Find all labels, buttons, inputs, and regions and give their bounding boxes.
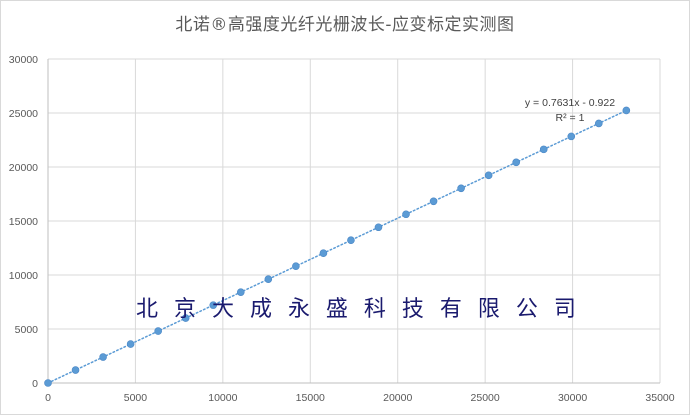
watermark-char: 永: [287, 297, 310, 322]
x-tick-label: 5000: [124, 392, 148, 404]
x-tick-label: 15000: [296, 392, 325, 404]
data-point: [374, 223, 383, 232]
data-point: [567, 132, 576, 141]
y-tick-label: 30000: [9, 54, 38, 66]
watermark-char: 公: [515, 297, 538, 322]
data-point: [594, 119, 603, 128]
data-point: [264, 275, 273, 283]
data-point: [209, 301, 218, 309]
watermark-char: 成: [249, 297, 272, 322]
watermark-char: 有: [439, 297, 462, 322]
watermark-char: 技: [401, 297, 424, 322]
data-point: [457, 184, 465, 193]
trendline: [47, 109, 628, 384]
data-point: [622, 106, 631, 115]
data-point: [347, 236, 355, 245]
x-tick-label: 20000: [383, 392, 412, 404]
watermark-char: 京: [173, 297, 196, 322]
data-point: [484, 171, 493, 180]
watermark-char: 科: [363, 297, 386, 322]
data-point: [154, 327, 162, 335]
x-tick-label: 30000: [558, 392, 587, 404]
y-tick-label: 15000: [9, 216, 38, 228]
y-tick-label: 0: [32, 378, 38, 390]
x-tick-label: 10000: [208, 392, 237, 404]
trendline-equation: y = 0.7631x - 0.922: [525, 97, 615, 109]
watermark-char: 北: [136, 297, 159, 322]
y-tick-label: 20000: [9, 162, 38, 174]
data-point: [512, 158, 520, 167]
x-tick-label: 35000: [645, 392, 674, 404]
x-tick-label: 25000: [471, 392, 500, 404]
y-tick-label: 10000: [9, 270, 38, 282]
chart-title: 北诺®高强度光纤光栅波长-应变标定实测图: [175, 15, 515, 35]
data-point: [181, 314, 190, 322]
y-tick-label: 25000: [9, 108, 38, 120]
x-tick-label: 0: [45, 392, 51, 404]
company-watermark: 北京大成永盛科技有限公司: [136, 291, 576, 323]
data-point: [99, 353, 107, 361]
y-tick-label: 5000: [15, 324, 39, 336]
data-point: [71, 366, 80, 374]
data-point: [292, 262, 300, 270]
data-point: [236, 288, 245, 296]
data-point: [126, 340, 135, 348]
data-point: [319, 249, 328, 258]
watermark-char: 限: [477, 297, 500, 322]
watermark-char: 司: [553, 297, 576, 322]
data-point: [44, 379, 52, 387]
watermark-char: 大: [211, 297, 234, 322]
watermark-char: 盛: [325, 297, 348, 322]
r-squared-label: R² = 1: [556, 112, 585, 124]
data-point: [539, 145, 548, 154]
data-point: [402, 210, 410, 219]
data-point: [429, 197, 438, 206]
